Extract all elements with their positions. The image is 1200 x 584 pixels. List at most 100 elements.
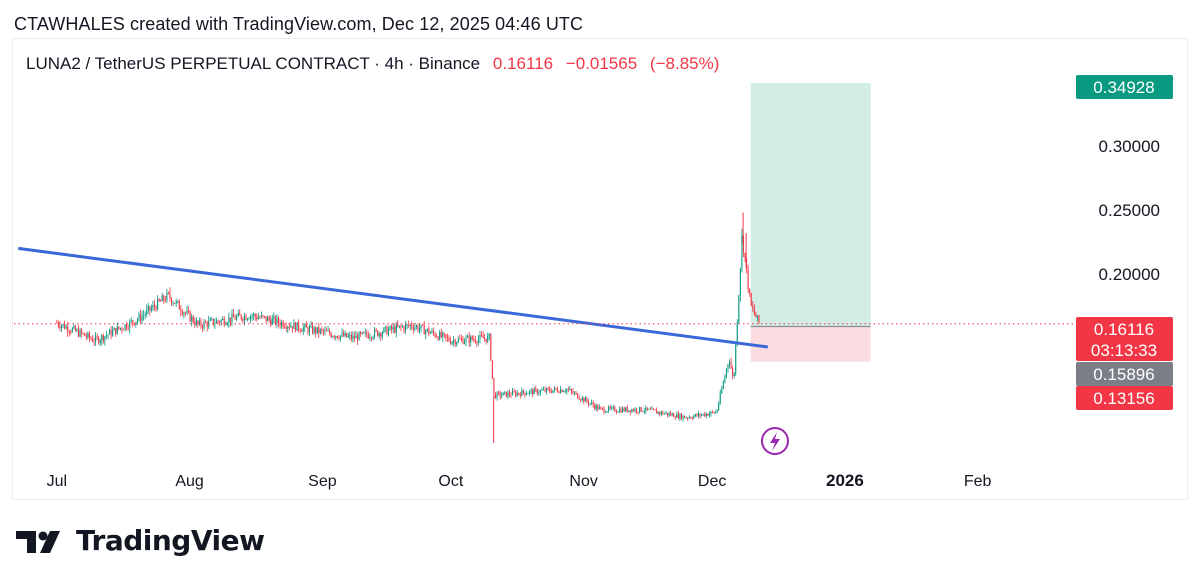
candle-body bbox=[144, 314, 146, 316]
candle-body bbox=[219, 321, 221, 323]
symbol-legend[interactable]: LUNA2 / TetherUS PERPETUAL CONTRACT · 4h… bbox=[26, 54, 719, 74]
candle-body bbox=[552, 390, 554, 393]
candle-body bbox=[679, 414, 681, 419]
candle-body bbox=[366, 332, 368, 336]
candle-body bbox=[460, 338, 462, 340]
candle-body bbox=[462, 338, 464, 344]
candle-body bbox=[550, 391, 552, 393]
candle-body bbox=[403, 326, 405, 331]
candle-body bbox=[183, 312, 185, 315]
candle-body bbox=[384, 326, 386, 328]
take-profit-badge bbox=[1076, 75, 1173, 99]
candle-body bbox=[660, 411, 662, 414]
candle-body bbox=[352, 335, 354, 340]
candle-body bbox=[321, 329, 323, 331]
candle-body bbox=[76, 329, 78, 331]
candle-body bbox=[570, 389, 572, 392]
tradingview-logo-text: TradingView bbox=[76, 524, 265, 557]
candle-body bbox=[436, 336, 438, 338]
candle-body bbox=[716, 409, 718, 413]
y-tick-label: 0.20000 bbox=[1099, 265, 1160, 284]
candle-body bbox=[580, 399, 582, 401]
candle-body bbox=[601, 408, 603, 409]
candle-body bbox=[684, 415, 686, 418]
candle-body bbox=[180, 309, 182, 312]
candle-body bbox=[736, 322, 738, 345]
candle-body bbox=[595, 405, 597, 409]
candle-body bbox=[747, 268, 749, 290]
candle-body bbox=[231, 313, 233, 322]
candle-body bbox=[239, 312, 241, 316]
candle-body bbox=[98, 337, 100, 343]
chart-frame[interactable] bbox=[12, 38, 1188, 500]
candle-body bbox=[324, 330, 326, 332]
candle-body bbox=[606, 411, 608, 413]
candle-body bbox=[250, 316, 252, 319]
candle-body bbox=[432, 330, 435, 334]
candle-body bbox=[724, 376, 726, 382]
x-tick-label: Feb bbox=[964, 473, 992, 490]
flash-bolt-icon bbox=[770, 432, 780, 451]
candle-body bbox=[138, 314, 140, 320]
candle-body bbox=[758, 315, 760, 323]
candle-body bbox=[217, 320, 219, 322]
candle-body bbox=[110, 329, 112, 336]
candle-body bbox=[375, 329, 377, 331]
candle-body bbox=[322, 330, 324, 332]
candle-body bbox=[663, 413, 665, 415]
candle-body bbox=[285, 327, 287, 329]
candle-body bbox=[150, 308, 152, 311]
candle-body bbox=[499, 392, 501, 397]
candle-body bbox=[316, 326, 318, 333]
candle-body bbox=[370, 337, 373, 339]
candle-countdown-label: 03:13:33 bbox=[1091, 341, 1157, 360]
candle-body bbox=[707, 413, 709, 416]
candle-body bbox=[172, 303, 174, 304]
candle-body bbox=[367, 335, 369, 339]
candle-body bbox=[147, 306, 149, 310]
candle-body bbox=[186, 310, 188, 313]
candle-body bbox=[533, 388, 535, 395]
take-profit-zone[interactable] bbox=[750, 82, 871, 327]
y-tick-label: 0.30000 bbox=[1099, 137, 1160, 156]
candle-body bbox=[203, 321, 205, 328]
candle-body bbox=[739, 268, 741, 296]
candle-body bbox=[71, 328, 73, 332]
candle-body bbox=[378, 333, 380, 336]
x-tick-label: 2026 bbox=[826, 471, 864, 490]
candle-body bbox=[448, 337, 450, 342]
stop-loss-zone[interactable] bbox=[750, 326, 871, 362]
candle-body bbox=[453, 340, 455, 342]
current-price-label: 0.16116 bbox=[1094, 320, 1154, 339]
candle-body bbox=[335, 336, 337, 338]
candle-body bbox=[127, 328, 129, 330]
candle-body bbox=[209, 319, 211, 321]
tradingview-logo[interactable]: TradingView bbox=[16, 524, 265, 557]
candle-body bbox=[558, 391, 560, 393]
candle-body bbox=[592, 402, 594, 406]
current-price-badge bbox=[1076, 317, 1173, 361]
candle-body bbox=[360, 332, 362, 334]
candle-body bbox=[622, 408, 624, 413]
candle-body bbox=[391, 326, 393, 330]
candle-body bbox=[414, 327, 416, 330]
chart-credit: CTAWHALES created with TradingView.com, … bbox=[14, 14, 584, 34]
candle-body bbox=[164, 300, 166, 302]
candle-body bbox=[674, 417, 676, 418]
candle-body bbox=[82, 333, 84, 335]
candle-body bbox=[467, 336, 469, 338]
candle-body bbox=[668, 413, 670, 416]
candle-body bbox=[704, 413, 706, 417]
candle-body bbox=[539, 390, 541, 393]
candle-body bbox=[487, 335, 489, 342]
candle-body bbox=[449, 341, 452, 344]
candle-body bbox=[536, 389, 538, 394]
candle-body bbox=[594, 405, 596, 409]
candle-body bbox=[355, 335, 357, 339]
candle-body bbox=[670, 413, 672, 416]
candle-body bbox=[90, 337, 92, 339]
candle-body bbox=[291, 326, 293, 329]
candle-body bbox=[654, 409, 656, 411]
trendline[interactable] bbox=[18, 246, 769, 349]
